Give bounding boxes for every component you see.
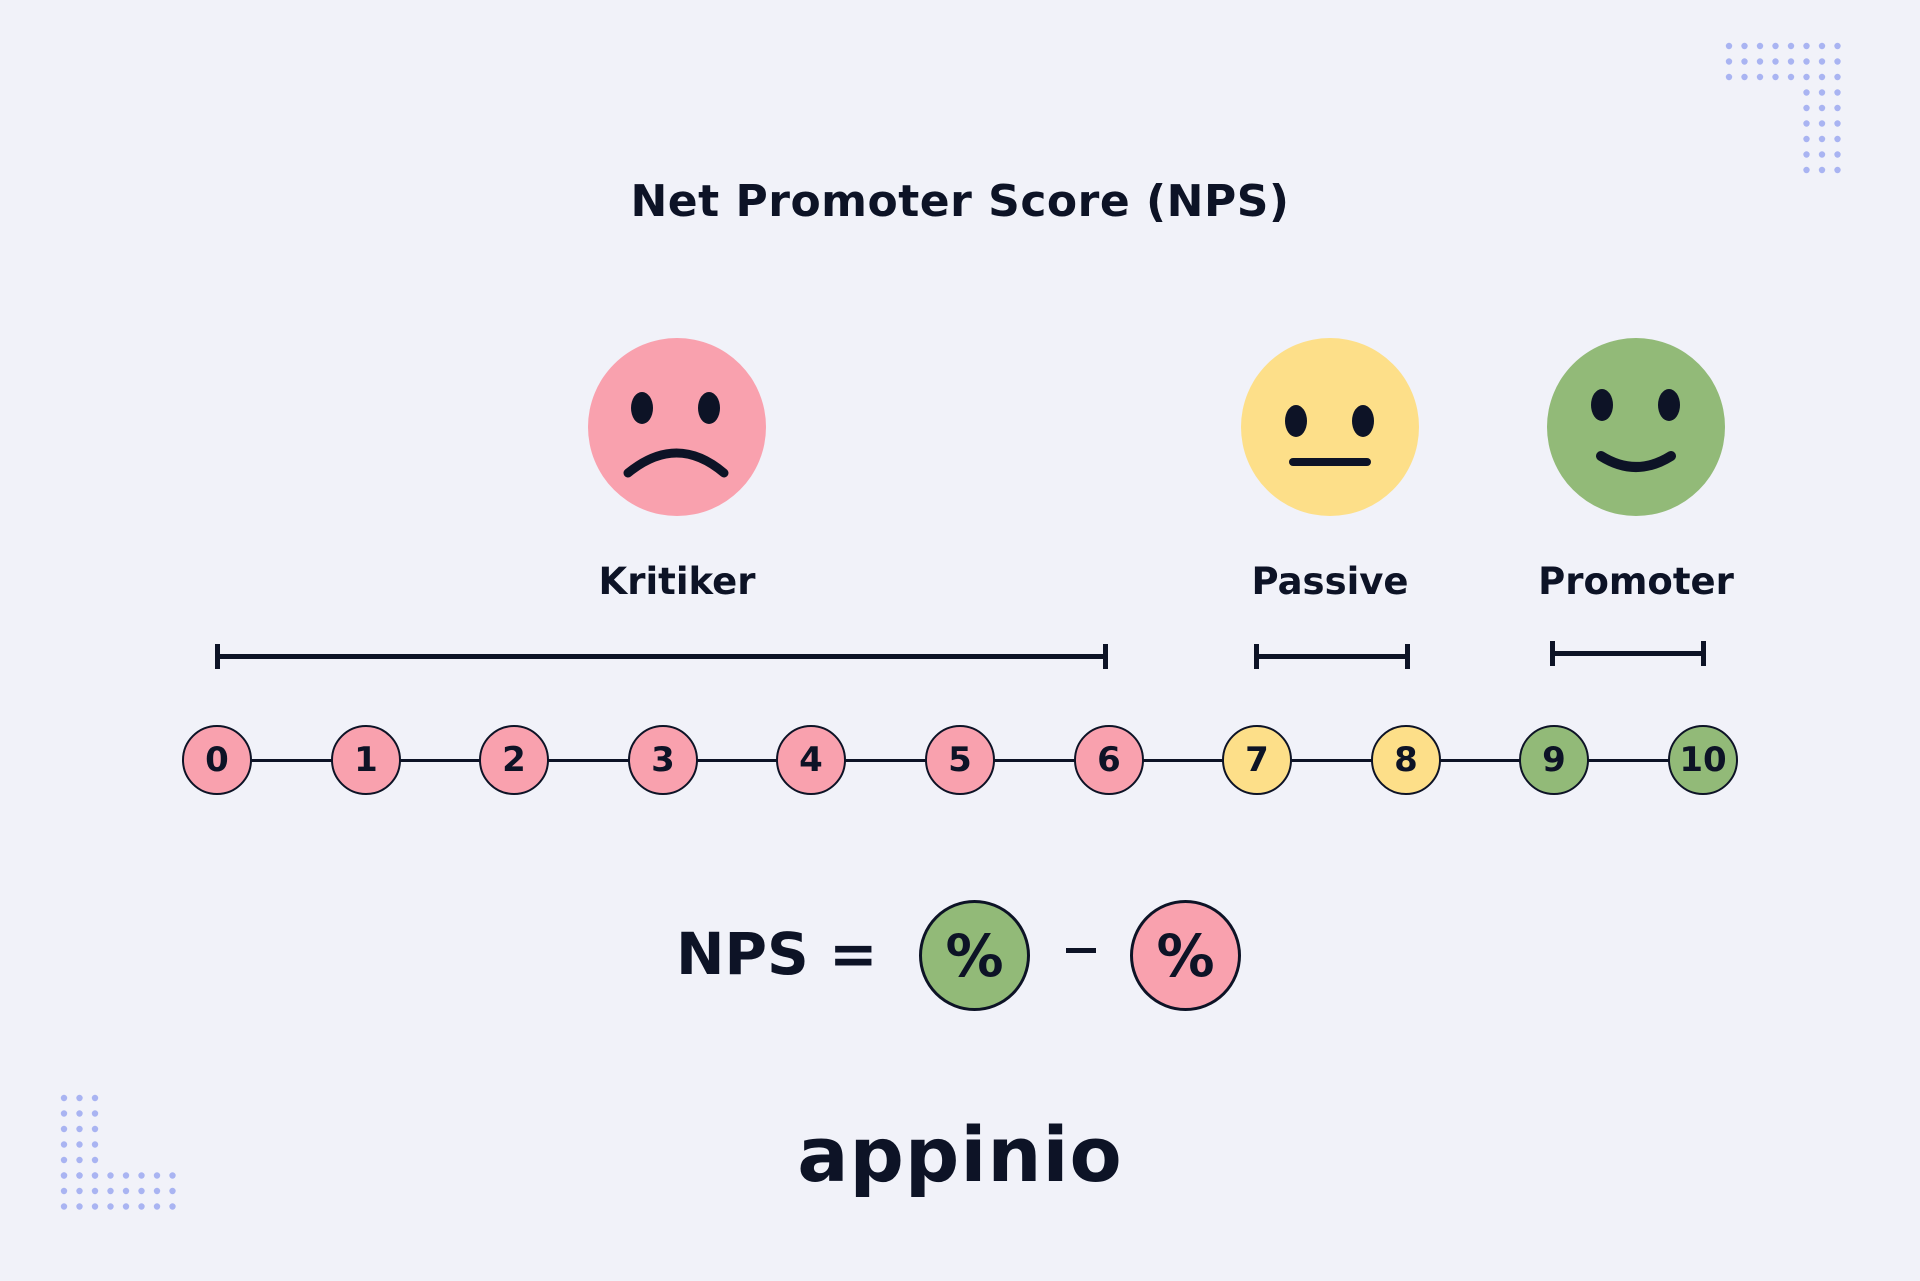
- formula-label: NPS =: [676, 920, 878, 988]
- score-7: 7: [1222, 725, 1292, 795]
- neutral-face-icon: [1241, 338, 1419, 516]
- happy-face-icon: [1547, 338, 1725, 516]
- score-6: 6: [1074, 725, 1144, 795]
- range-bracket-kritiker: [215, 644, 1108, 669]
- score-2: 2: [479, 725, 549, 795]
- sad-face-icon: [588, 338, 766, 516]
- range-bracket-passive: [1254, 644, 1410, 669]
- group-label-passive: Passive: [1251, 560, 1409, 603]
- range-bracket-promoter: [1550, 641, 1706, 666]
- score-4: 4: [776, 725, 846, 795]
- score-3: 3: [628, 725, 698, 795]
- appinio-logo: appinio: [797, 1110, 1123, 1199]
- score-5: 5: [925, 725, 995, 795]
- score-8: 8: [1371, 725, 1441, 795]
- group-label-promoter: Promoter: [1538, 560, 1734, 603]
- score-1: 1: [331, 725, 401, 795]
- promoters-percent-badge: %: [919, 900, 1030, 1011]
- group-label-kritiker: Kritiker: [598, 560, 756, 603]
- detractors-percent-badge: %: [1130, 900, 1241, 1011]
- minus-sign: [1066, 948, 1096, 953]
- page-title: Net Promoter Score (NPS): [630, 176, 1290, 227]
- score-9: 9: [1519, 725, 1589, 795]
- score-10: 10: [1668, 725, 1738, 795]
- score-0: 0: [182, 725, 252, 795]
